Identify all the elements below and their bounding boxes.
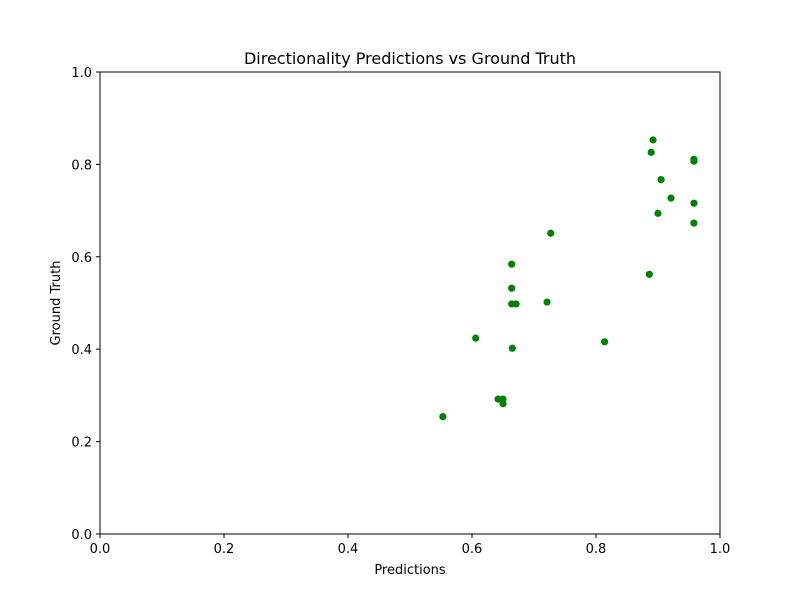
data-point bbox=[543, 298, 551, 306]
x-tick-label: 0.0 bbox=[90, 542, 111, 557]
data-point bbox=[645, 270, 653, 278]
data-point bbox=[494, 395, 502, 403]
data-point bbox=[690, 157, 698, 165]
data-point bbox=[508, 344, 516, 352]
x-tick-label: 0.2 bbox=[214, 542, 235, 557]
x-axis-label: Predictions bbox=[374, 563, 446, 578]
data-point bbox=[649, 136, 657, 144]
data-point bbox=[667, 194, 675, 202]
data-point bbox=[690, 199, 698, 207]
data-point bbox=[654, 209, 662, 217]
data-point bbox=[690, 219, 698, 227]
x-tick-label: 1.0 bbox=[710, 542, 731, 557]
data-point bbox=[547, 229, 555, 237]
y-tick-label: 0.6 bbox=[71, 251, 92, 266]
data-point bbox=[508, 284, 516, 292]
plot-area bbox=[99, 71, 721, 535]
y-axis-label: Ground Truth bbox=[49, 261, 64, 346]
chart-title: Directionality Predictions vs Ground Tru… bbox=[244, 49, 576, 68]
x-tick-label: 0.8 bbox=[586, 542, 607, 557]
data-point bbox=[512, 300, 520, 308]
data-point bbox=[472, 334, 480, 342]
data-point bbox=[647, 148, 655, 156]
y-tick-label: 0.0 bbox=[71, 528, 92, 543]
data-point bbox=[439, 413, 447, 421]
y-tick-label: 1.0 bbox=[71, 66, 92, 81]
x-axis: 0.0 0.2 0.4 0.6 0.8 1.0 bbox=[90, 534, 731, 557]
data-point bbox=[601, 338, 609, 346]
data-point bbox=[499, 395, 507, 403]
data-point bbox=[657, 176, 665, 184]
data-points bbox=[439, 136, 698, 421]
x-tick-label: 0.4 bbox=[338, 542, 359, 557]
x-tick-label: 0.6 bbox=[462, 542, 483, 557]
y-tick-label: 0.2 bbox=[71, 436, 92, 451]
y-axis: 0.0 0.2 0.4 0.6 0.8 1.0 bbox=[71, 66, 100, 543]
plot-frame bbox=[99, 71, 721, 535]
y-tick-label: 0.4 bbox=[71, 343, 92, 358]
data-point bbox=[508, 260, 516, 268]
y-tick-label: 0.8 bbox=[71, 158, 92, 173]
